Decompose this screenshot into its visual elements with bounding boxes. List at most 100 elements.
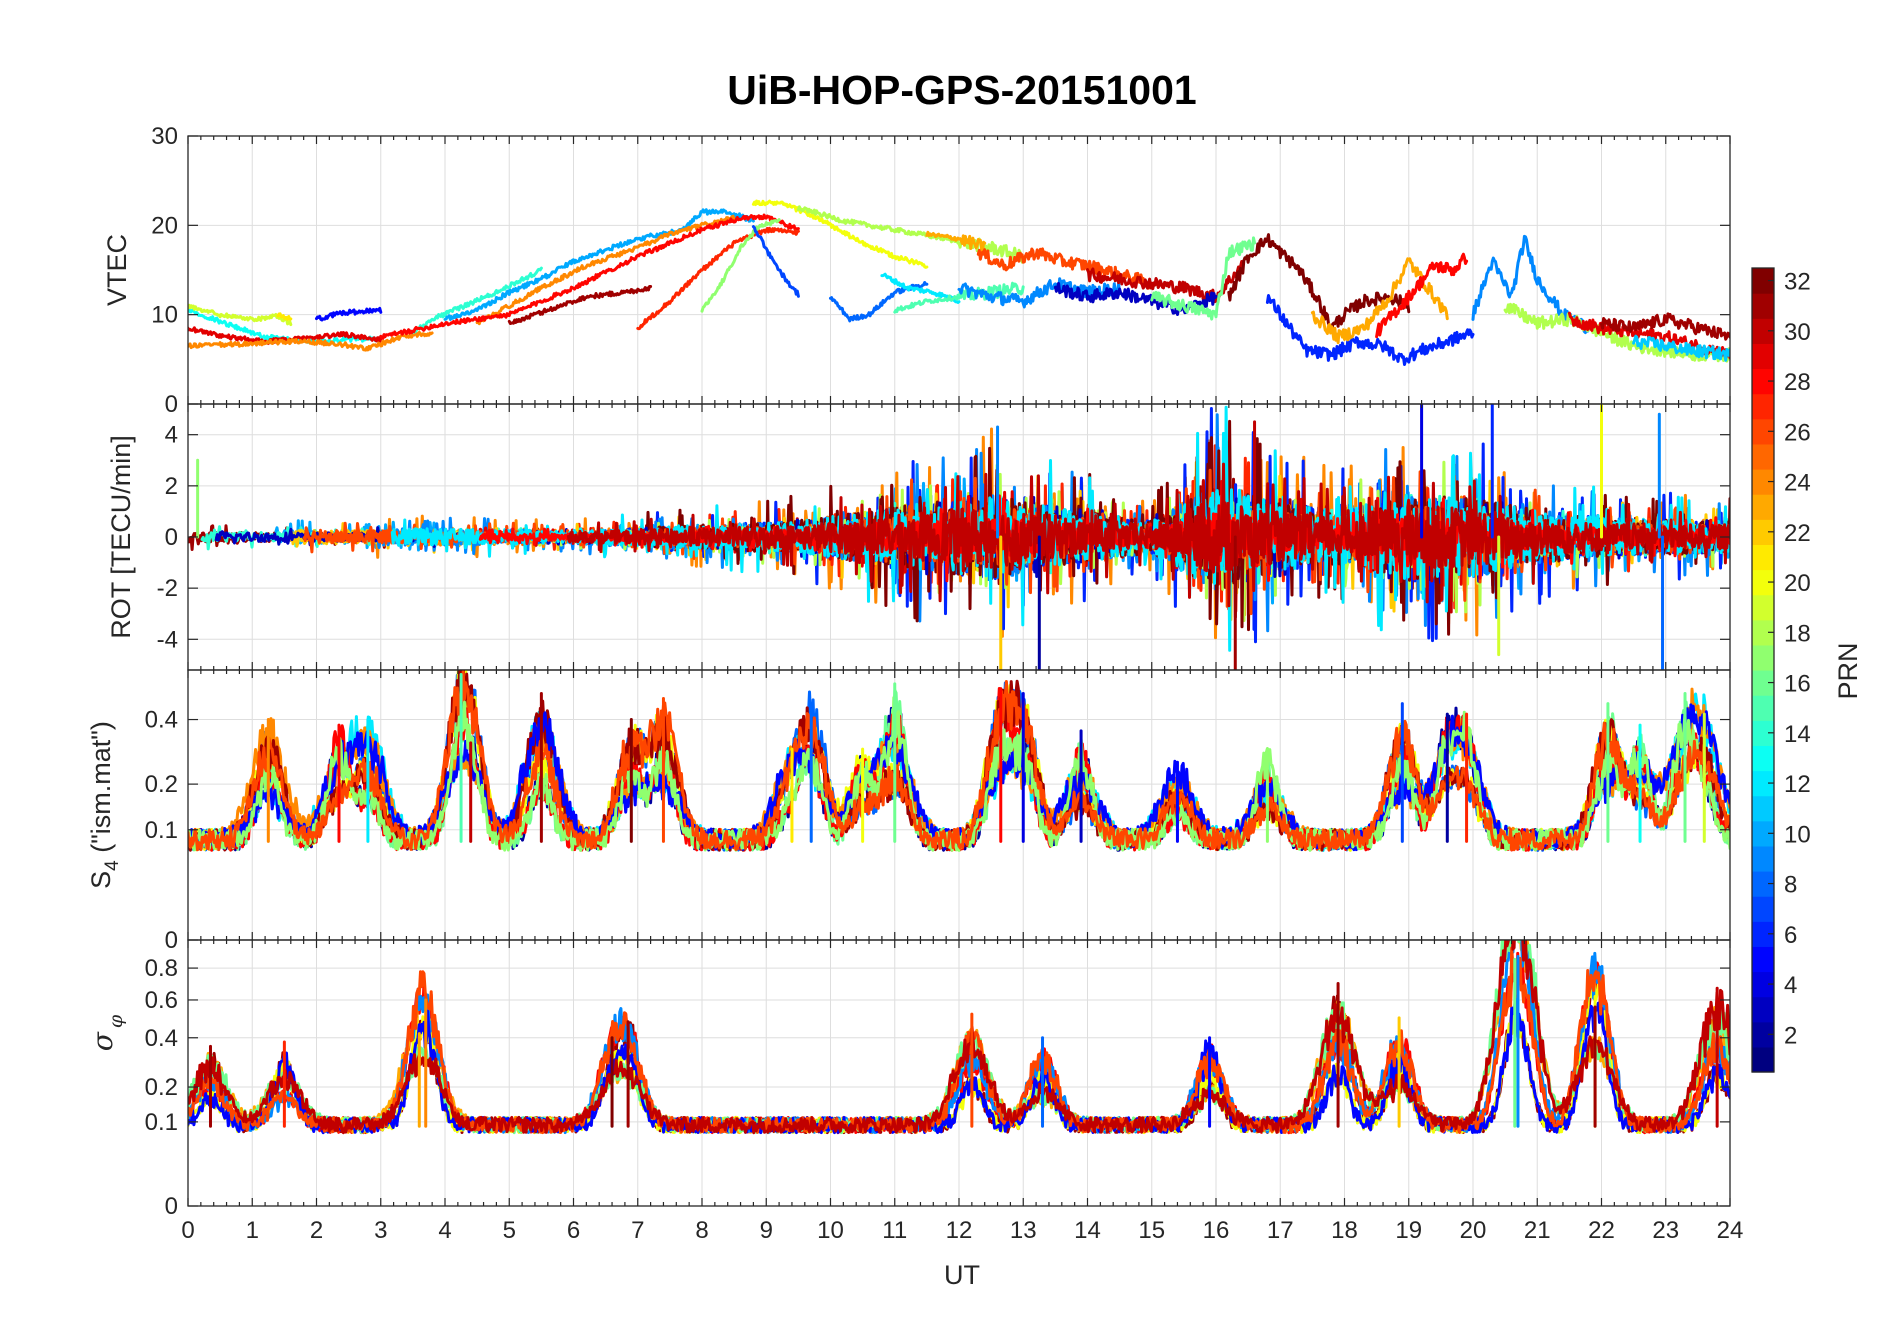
y-tick-label-sigma_phi: 0.1	[145, 1109, 178, 1136]
x-tick-label: 5	[503, 1217, 516, 1244]
s4-series-prn-17	[188, 696, 1730, 852]
x-tick-label: 15	[1138, 1217, 1165, 1244]
colorbar-swatch-prn-6	[1752, 921, 1774, 947]
vtec-series-prn-18	[1503, 302, 1730, 363]
colorbar-swatch-prn-20	[1752, 569, 1774, 596]
vtec-series-prn-6	[1265, 294, 1475, 366]
ticks-rot: -4 -2 0 2 4	[157, 404, 1731, 670]
vtec-series-prn-10	[443, 208, 755, 321]
colorbar-tick-label: 6	[1784, 922, 1797, 949]
colorbar-tick-label: 32	[1784, 269, 1811, 296]
x-tick-label: 6	[567, 1217, 580, 1244]
colorbar-tick-label: 26	[1784, 419, 1811, 446]
vtec-series-prn-7	[751, 225, 800, 298]
figure-title: UiB-HOP-GPS-20151001	[727, 67, 1196, 113]
x-tick-label: 18	[1331, 1217, 1358, 1244]
y-tick-label-s4: 0.4	[145, 707, 178, 734]
colorbar-tick-label: 20	[1784, 570, 1811, 597]
y-tick-label-rot: -4	[157, 626, 178, 653]
vtec-series-prn-19	[188, 303, 293, 327]
vtec-series-prn-23	[925, 230, 987, 253]
colorbar-swatch-prn-13	[1752, 745, 1774, 772]
y-tick-label-sigma_phi: 0.6	[145, 987, 178, 1014]
x-tick-label: 13	[1010, 1217, 1037, 1244]
colorbar-tick-label: 14	[1784, 721, 1811, 748]
colorbar-swatch-prn-18	[1752, 619, 1774, 646]
vtec-series-prn-24	[188, 330, 434, 352]
panel-rot: -4 -2 0 2 4 ROT [TECU/min]	[106, 403, 1731, 671]
y-tick-label-sigma_phi: 0.4	[145, 1025, 178, 1052]
x-tick-label: 17	[1267, 1217, 1294, 1244]
x-tick-label: 1	[246, 1217, 259, 1244]
x-axis-label: UT	[944, 1260, 980, 1290]
ticks-sigma_phi: 0 0.1 0.2 0.4 0.6 0.8	[145, 940, 1731, 1220]
colorbar-swatch-prn-8	[1752, 871, 1774, 897]
colorbar-swatch-prn-1	[1752, 1046, 1774, 1073]
x-tick-label: 23	[1652, 1217, 1679, 1244]
colorbar-tick-label: 22	[1784, 520, 1811, 547]
colorbar-swatch-prn-24	[1752, 469, 1774, 495]
colorbar-swatch-prn-17	[1752, 644, 1774, 671]
x-tick-label: 7	[631, 1217, 644, 1244]
traces-s4	[188, 670, 1730, 852]
x-tick-label: 19	[1395, 1217, 1422, 1244]
x-tick-label: 3	[374, 1217, 387, 1244]
colorbar-swatch-prn-21	[1752, 544, 1774, 571]
x-tick-label: 10	[817, 1217, 844, 1244]
colorbar-swatch-prn-32	[1752, 268, 1774, 294]
panel-s4: 0 0.1 0.2 0.4 S4 ("ism.mat")	[86, 669, 1731, 954]
vtec-series-prn-28	[379, 213, 800, 340]
colorbar-label: PRN	[1833, 642, 1863, 699]
x-tick-label: 12	[946, 1217, 973, 1244]
colorbar-swatch-prn-31	[1752, 293, 1774, 319]
colorbar-tick-label: 18	[1784, 620, 1811, 647]
vtec-series-prn-16	[1150, 236, 1257, 321]
colorbar-tick-label: 30	[1784, 319, 1811, 346]
colorbar-swatch-prn-11	[1752, 795, 1774, 822]
colorbar-swatch-prn-22	[1752, 519, 1774, 545]
colorbar-swatch-prn-9	[1752, 845, 1774, 872]
y-tick-label-vtec: 20	[151, 212, 178, 239]
vtec-series-prn-8	[829, 281, 929, 323]
y-tick-label-s4: 0.1	[145, 817, 178, 844]
panel-vtec: 0 10 20 30 VTEC	[102, 123, 1731, 418]
vtec-series-prn-11	[1632, 334, 1730, 362]
vtec-series-prn-21	[276, 312, 293, 321]
colorbar-tick-label: 28	[1784, 369, 1811, 396]
y-tick-label-vtec: 30	[151, 123, 178, 150]
y-tick-label-sigma_phi: 0.8	[145, 955, 178, 982]
colorbar-swatch-prn-23	[1752, 494, 1774, 520]
traces-rot	[188, 404, 1730, 670]
vtec-series-prn-31	[507, 285, 653, 325]
x-tick-label: 14	[1074, 1217, 1101, 1244]
x-tick-label: 20	[1460, 1217, 1487, 1244]
colorbar-swatch-prn-2	[1752, 1021, 1774, 1048]
x-tick-label: 22	[1588, 1217, 1615, 1244]
x-tick-label: 0	[181, 1217, 194, 1244]
vtec-series-prn-27	[636, 226, 800, 331]
sigma_phi-series-prn-5	[188, 997, 1730, 1135]
traces-vtec	[188, 199, 1730, 366]
x-tick-label: 2	[310, 1217, 323, 1244]
vtec-series-prn-5	[315, 306, 383, 322]
y-tick-label-vtec: 10	[151, 302, 178, 329]
colorbar-swatch-prn-16	[1752, 670, 1774, 696]
colorbar-swatch-prn-14	[1752, 720, 1774, 746]
vtec-series-prn-24	[475, 214, 736, 326]
vtec-series-prn-17	[700, 218, 781, 313]
colorbar-tick-label: 24	[1784, 470, 1811, 497]
y-tick-label-vtec: 0	[165, 391, 178, 418]
vtec-series-prn-32	[1227, 233, 1411, 334]
vtec-series-prn-23	[1310, 257, 1449, 345]
s4-series-prn-26	[188, 670, 1730, 852]
x-tick-label: 8	[695, 1217, 708, 1244]
colorbar-tick-label: 12	[1784, 771, 1811, 798]
ticks-s4: 0 0.1 0.2 0.4	[145, 670, 1731, 954]
colorbar-tick-label: 10	[1784, 821, 1811, 848]
vtec-series-prn-31	[1600, 312, 1730, 341]
y-axis-label-rot: ROT [TECU/min]	[106, 435, 136, 639]
y-tick-label-rot: 0	[165, 524, 178, 551]
